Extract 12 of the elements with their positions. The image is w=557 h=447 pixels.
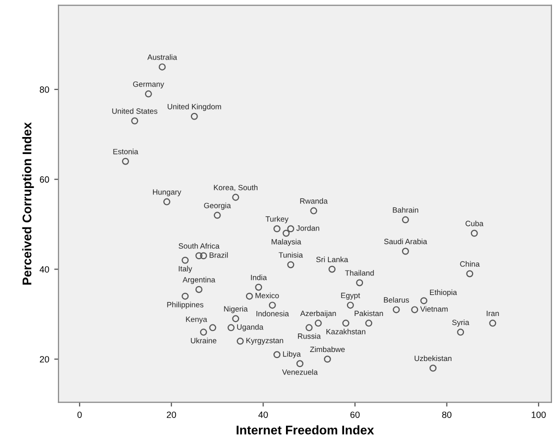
y-tick-label: 80: [40, 86, 50, 93]
x-tick-label: 0: [77, 412, 82, 418]
y-tick-label: 20: [40, 356, 50, 363]
y-tick-label: 40: [40, 266, 50, 273]
x-tick-label: 100: [532, 412, 546, 418]
y-tick-label: 60: [40, 176, 50, 183]
x-tick-label: 40: [258, 412, 268, 418]
x-tick-label: 20: [166, 412, 176, 418]
x-tick-label: 80: [442, 412, 452, 418]
y-axis-title: Perceived Corruption Index: [22, 122, 34, 285]
x-tick-label: 60: [350, 412, 360, 418]
x-axis-title: Internet Freedom Index: [236, 425, 374, 434]
